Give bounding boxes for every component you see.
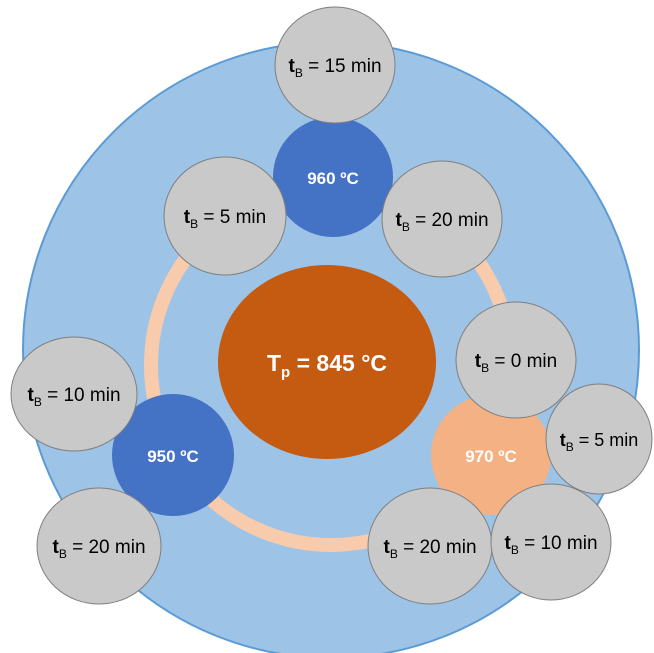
time-label: tB = 10 min bbox=[504, 533, 597, 557]
time-label: tB = 20 min bbox=[52, 537, 145, 561]
time-label: tB = 10 min bbox=[27, 385, 120, 409]
temp-label: 970 ºC bbox=[465, 447, 517, 466]
time-bubble-circle bbox=[274, 6, 396, 124]
center-value: = 845 °C bbox=[290, 350, 387, 376]
temp-circle bbox=[112, 394, 234, 516]
time-label: tB = 20 min bbox=[395, 210, 488, 234]
center-label: Tp = 845 °C bbox=[267, 350, 387, 381]
time-bubble-circle bbox=[381, 160, 503, 278]
time-bubble: tB = 0 min bbox=[455, 301, 577, 419]
time-label: tB = 15 min bbox=[288, 56, 381, 80]
time-bubble: tB = 5 min bbox=[545, 383, 653, 495]
time-bubble-circle bbox=[36, 487, 162, 605]
time-label: tB = 20 min bbox=[383, 537, 476, 561]
time-label: tB = 0 min bbox=[475, 351, 557, 375]
temp-label: 950 ºC bbox=[147, 447, 199, 466]
temp-node-960: 960 ºC bbox=[273, 117, 393, 237]
time-bubble-circle bbox=[545, 383, 653, 495]
time-bubble: tB = 20 min bbox=[381, 160, 503, 278]
center-node: Tp = 845 °C bbox=[218, 265, 436, 459]
time-bubble: tB = 5 min bbox=[163, 156, 287, 276]
temp-circle bbox=[431, 395, 551, 515]
time-bubble: tB = 20 min bbox=[36, 487, 162, 605]
center-circle bbox=[218, 265, 436, 459]
temp-node-950: 950 ºC bbox=[112, 394, 234, 516]
time-label: tB = 5 min bbox=[184, 207, 266, 231]
time-bubble: tB = 15 min bbox=[274, 6, 396, 124]
time-bubble: tB = 10 min bbox=[490, 483, 612, 601]
temp-node-970: 970 ºC bbox=[431, 395, 551, 515]
center-symbol: T bbox=[267, 350, 281, 376]
time-label: tB = 5 min bbox=[560, 430, 639, 454]
time-bubble-circle bbox=[163, 156, 287, 276]
temp-label: 960 ºC bbox=[307, 169, 359, 188]
temp-circle bbox=[273, 117, 393, 237]
time-bubble: tB = 10 min bbox=[10, 336, 138, 452]
time-bubble: tB = 20 min bbox=[367, 487, 493, 605]
time-bubble-circle bbox=[490, 483, 612, 601]
time-bubble-circle bbox=[455, 301, 577, 419]
time-bubble-circle bbox=[10, 336, 138, 452]
center-subscript: p bbox=[281, 364, 290, 381]
